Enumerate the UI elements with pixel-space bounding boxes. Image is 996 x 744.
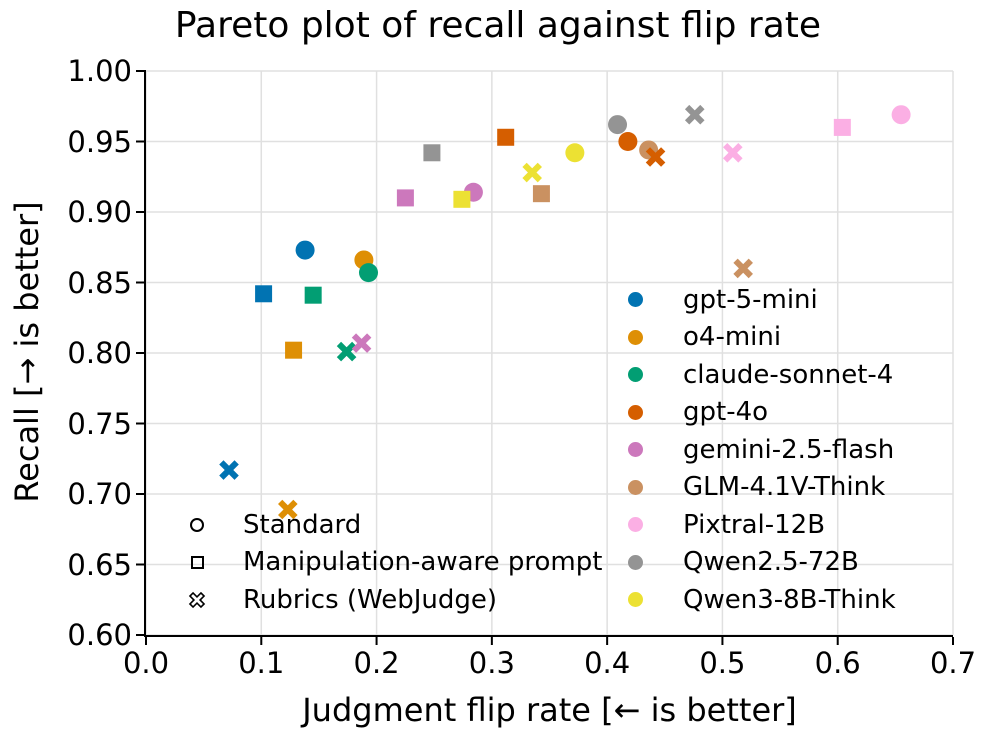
- x-axis-label: Judgment flip rate [← is better]: [302, 691, 797, 729]
- point-Qwen2.5-72B-standard: [608, 115, 628, 135]
- x-tick-label-2: 0.2: [353, 646, 400, 680]
- legend-item-label: Standard: [243, 509, 362, 540]
- data-points: [219, 104, 911, 520]
- point-Qwen3-8B-Think-rubrics: [522, 162, 543, 183]
- point-Qwen3-8B-Think-standard: [565, 143, 585, 163]
- point-claude-sonnet-4-manipulation_aware: [304, 286, 322, 304]
- legend-item-label: claude-sonnet-4: [683, 359, 894, 390]
- legend-item-standard: Standard: [188, 506, 602, 544]
- square-marker-icon: [188, 553, 206, 571]
- axes-spines-and-ticks: [136, 70, 954, 645]
- legend-item-qwen2-5-72b: Qwen2.5-72B: [628, 544, 896, 582]
- marker-style-legend: Standard Manipulation-aware prompt Rubri…: [188, 506, 602, 619]
- point-Qwen2.5-72B-rubrics: [684, 104, 705, 125]
- legend-item-o4-mini: o4-mini: [628, 319, 896, 357]
- legend-item-label: Rubrics (WebJudge): [243, 584, 498, 615]
- legend-item-label: Qwen3-8B-Think: [683, 584, 896, 615]
- circle-marker-icon: [188, 516, 206, 534]
- legend-item-gemini-2-5-flash: gemini-2.5-flash: [628, 431, 896, 469]
- point-gpt-5-mini-manipulation_aware: [255, 285, 273, 303]
- x-tick-label-7: 0.7: [929, 646, 977, 680]
- point-Pixtral-12B-rubrics: [723, 142, 743, 163]
- point-Pixtral-12B-standard: [891, 105, 911, 125]
- point-Qwen3-8B-Think-manipulation_aware: [453, 190, 471, 208]
- legend-item-rubrics-webjudge: Rubrics (WebJudge): [188, 581, 602, 619]
- y-tick-label-2: 0.70: [67, 477, 132, 511]
- color-dot-icon: [628, 554, 643, 570]
- legend-item-label: gpt-5-mini: [683, 284, 818, 315]
- legend-item-label: Pixtral-12B: [683, 509, 826, 540]
- y-tick-label-4: 0.80: [67, 336, 132, 370]
- x-tick-label-5: 0.5: [699, 646, 746, 680]
- color-dot-icon: [628, 367, 643, 383]
- point-Qwen2.5-72B-manipulation_aware: [423, 144, 441, 162]
- y-tick-label-7: 0.95: [67, 124, 132, 159]
- color-dot-icon: [628, 329, 643, 345]
- color-dot-icon: [628, 442, 643, 458]
- legend-item-pixtral-12b: Pixtral-12B: [628, 506, 896, 544]
- legend-item-manipulation-aware-prompt: Manipulation-aware prompt: [188, 544, 602, 582]
- legend-item-claude-sonnet-4: claude-sonnet-4: [628, 356, 896, 394]
- color-dot-icon: [628, 592, 643, 608]
- x-tick-label-6: 0.6: [814, 646, 861, 680]
- x-tick-label-3: 0.3: [468, 646, 515, 680]
- y-tick-label-0: 0.60: [67, 618, 132, 652]
- gridlines: [145, 70, 954, 636]
- color-dot-icon: [628, 479, 643, 495]
- color-dot-icon: [628, 292, 643, 308]
- legend-item-qwen3-8b-think: Qwen3-8B-Think: [628, 581, 896, 619]
- legend-item-gpt-5-mini: gpt-5-mini: [628, 281, 896, 319]
- y-tick-label-1: 0.65: [67, 547, 132, 582]
- point-gpt-4o-standard: [618, 132, 638, 151]
- legend-item-label: GLM-4.1V-Think: [683, 472, 886, 503]
- y-tick-label-6: 0.90: [67, 195, 132, 229]
- point-Pixtral-12B-manipulation_aware: [833, 118, 851, 136]
- point-gpt-5-mini-standard: [295, 240, 315, 260]
- legend-item-label: Manipulation-aware prompt: [243, 547, 603, 578]
- x-tick-label-4: 0.4: [584, 646, 631, 680]
- legend-item-gpt-4o: gpt-4o: [628, 394, 896, 432]
- point-GLM-4.1V-Think-manipulation_aware: [532, 185, 550, 203]
- point-claude-sonnet-4-rubrics: [336, 341, 357, 362]
- color-dot-icon: [628, 404, 643, 420]
- legend-item-glm-4-1v-think: GLM-4.1V-Think: [628, 469, 896, 507]
- y-tick-label-3: 0.75: [67, 406, 132, 441]
- point-o4-mini-manipulation_aware: [285, 341, 303, 359]
- y-tick-label-8: 1.00: [67, 54, 132, 88]
- point-gemini-2.5-flash-rubrics: [351, 333, 372, 353]
- legend-item-label: Qwen2.5-72B: [683, 547, 859, 578]
- legend-item-label: o4-mini: [683, 322, 782, 353]
- point-o4-mini-rubrics: [278, 499, 298, 520]
- point-gpt-4o-manipulation_aware: [497, 128, 515, 146]
- model-legend: gpt-5-mini o4-mini claude-sonnet-4 gpt-4…: [628, 281, 896, 619]
- chart-title: Pareto plot of recall against flip rate: [174, 5, 822, 46]
- point-claude-sonnet-4-standard: [359, 263, 379, 283]
- color-dot-icon: [628, 517, 643, 533]
- legend-item-label: gemini-2.5-flash: [683, 434, 895, 465]
- point-gemini-2.5-flash-manipulation_aware: [396, 189, 414, 207]
- point-gpt-4o-rubrics: [645, 147, 666, 167]
- x-tick-label-1: 0.1: [238, 646, 285, 680]
- y-tick-label-5: 0.85: [67, 265, 132, 300]
- point-GLM-4.1V-Think-rubrics: [733, 258, 753, 279]
- point-gpt-5-mini-rubrics: [219, 460, 239, 480]
- legend-item-label: gpt-4o: [683, 397, 769, 428]
- x-marker-icon: [188, 591, 206, 609]
- x-tick-label-0: 0.0: [122, 646, 170, 680]
